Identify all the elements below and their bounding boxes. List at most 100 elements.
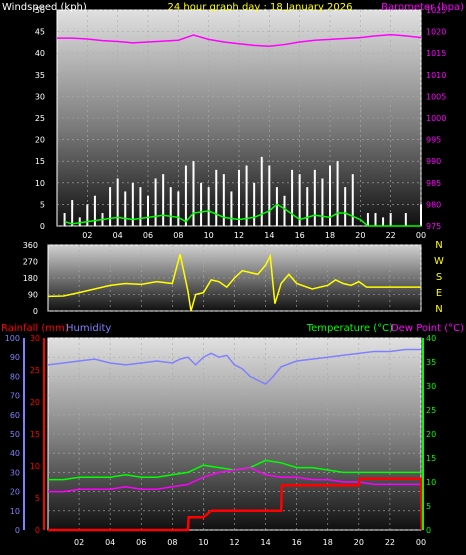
rainfall-line	[48, 477, 424, 532]
barometer-axis-label: Barometer (hpa)	[381, 2, 464, 13]
humidity-tick-label: 50	[10, 430, 20, 439]
x-tick-label: 08	[167, 538, 177, 547]
temp-ticks: 0 10 20 30 40 50 60 70 80 90 10 00 5 10 15 20 25 30 0 5 10 15…	[5, 334, 436, 547]
x-tick-label: 04	[105, 538, 115, 547]
x-tick-label: 22	[385, 538, 395, 547]
rainfall-axis-label: Rainfall (mm)	[1, 323, 69, 334]
x-tick-label: 00	[416, 231, 426, 240]
y2-tick-label: 980	[426, 200, 441, 209]
temp-tick-label: 5	[426, 502, 431, 511]
rain-tick-label: 10	[30, 462, 40, 471]
compass-label: W	[434, 256, 444, 267]
temp-tick-label: 25	[426, 406, 436, 415]
y-tick-label: 0	[40, 222, 45, 231]
temp-tick-label: 40	[426, 334, 436, 343]
x-tick-label: 14	[260, 538, 270, 547]
wind-series	[57, 33, 422, 227]
y-tick-label: 360	[23, 241, 38, 250]
compass-label: N	[435, 240, 442, 251]
x-tick-label: 18	[323, 538, 333, 547]
y-tick-label: 30	[35, 92, 45, 101]
y-tick-label: 0	[33, 307, 38, 316]
y2-tick-label: 1010	[426, 71, 446, 80]
x-tick-label: 00	[416, 538, 426, 547]
chart-title: 24 hour graph day : 18 January 2026	[168, 2, 353, 13]
y2-tick-label: 1020	[426, 28, 446, 37]
temp-tick-label: 15	[426, 454, 436, 463]
y2-tick-label: 1025	[426, 6, 446, 15]
direction-line	[47, 253, 421, 312]
y2-tick-label: 975	[426, 222, 441, 231]
x-tick-label: 08	[173, 231, 183, 240]
humidity-tick-label: 30	[10, 468, 20, 477]
compass-label: S	[436, 272, 442, 283]
y2-tick-label: 985	[426, 179, 441, 188]
windspeed-axis-label: Windspeed (kph)	[2, 2, 87, 13]
x-tick-label: 06	[143, 231, 153, 240]
rain-tick-label: 30	[30, 334, 40, 343]
y-tick-label: 35	[35, 71, 45, 80]
temp-tick-label: 30	[426, 382, 436, 391]
x-tick-label: 20	[355, 231, 365, 240]
barometer-line	[57, 33, 422, 48]
x-tick-label: 16	[295, 231, 305, 240]
y-tick-label: 5	[40, 200, 45, 209]
humidity-tick-label: 40	[10, 449, 20, 458]
x-tick-label: 10	[204, 231, 214, 240]
x-tick-label: 12	[234, 231, 244, 240]
rain-tick-label: 20	[30, 398, 40, 407]
y-tick-label: 90	[28, 291, 38, 300]
y-tick-label: 50	[35, 6, 45, 15]
temp-tick-label: 0	[426, 526, 431, 535]
y2-tick-label: 995	[426, 136, 441, 145]
y2-tick-label: 1000	[426, 114, 446, 123]
x-tick-label: 14	[264, 231, 274, 240]
y-tick-label: 15	[35, 157, 45, 166]
temp-tick-label: 20	[426, 430, 436, 439]
y2-tick-label: 1005	[426, 92, 446, 101]
x-tick-label: 18	[325, 231, 335, 240]
x-tick-label: 10	[198, 538, 208, 547]
x-tick-label: 02	[82, 231, 92, 240]
x-tick-label: 20	[354, 538, 364, 547]
y-tick-label: 180	[23, 274, 38, 283]
temp-tick-label: 10	[426, 478, 436, 487]
compass-label: N	[435, 304, 442, 315]
temperature-axis-label: Temperature (°C)	[306, 323, 393, 334]
y2-tick-label: 990	[426, 157, 441, 166]
humidity-tick-label: 0	[15, 526, 20, 535]
x-tick-label: 22	[386, 231, 396, 240]
wind-ticks: 0510152025303540455097598098599099510001…	[35, 6, 447, 240]
y-tick-label: 45	[35, 28, 45, 37]
humidity-axis-label: Humidity	[66, 323, 111, 334]
dewpoint-axis-label: Dew Point (°C)	[391, 323, 464, 334]
temp-series	[47, 348, 424, 532]
y-tick-label: 20	[35, 136, 45, 145]
x-tick-label: 04	[113, 231, 123, 240]
humidity-tick-label: 60	[10, 411, 20, 420]
x-tick-label: 12	[229, 538, 239, 547]
y-tick-label: 270	[23, 258, 38, 267]
x-tick-label: 16	[292, 538, 302, 547]
wind-average-line	[64, 203, 421, 227]
temp-tick-label: 35	[426, 358, 436, 367]
y2-tick-label: 1015	[426, 49, 446, 58]
x-tick-label: 02	[74, 538, 84, 547]
humidity-tick-label: 90	[10, 353, 20, 362]
y-tick-label: 40	[35, 49, 45, 58]
humidity-tick-label: 10	[10, 507, 20, 516]
humidity-tick-label: 80	[10, 372, 20, 381]
rain-tick-label: 5	[35, 494, 40, 503]
humidity-tick-label: 20	[10, 488, 20, 497]
rain-tick-label: 0	[35, 526, 40, 535]
humidity-line	[47, 348, 421, 385]
rain-tick-label: 25	[30, 366, 40, 375]
compass-label: E	[436, 288, 442, 299]
y-tick-label: 25	[35, 114, 45, 123]
rain-tick-label: 15	[30, 430, 40, 439]
y-tick-label: 10	[35, 179, 45, 188]
direction-series	[47, 253, 421, 312]
humidity-tick-label: 70	[10, 392, 20, 401]
